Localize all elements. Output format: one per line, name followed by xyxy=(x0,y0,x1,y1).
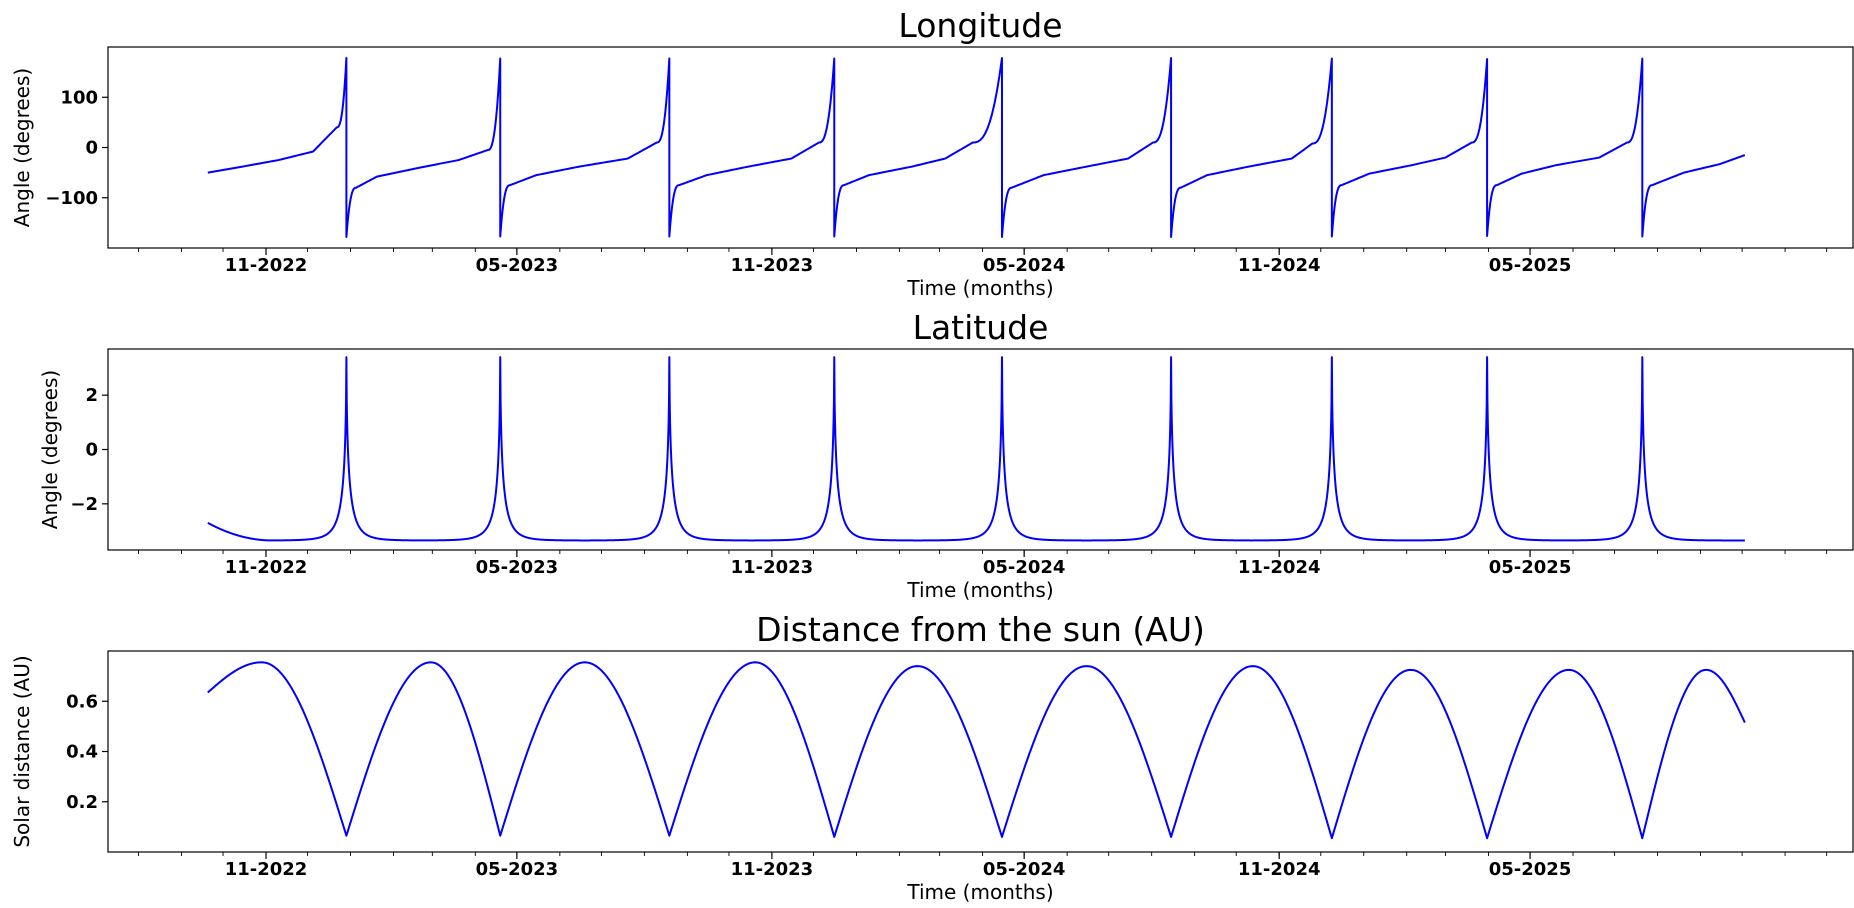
solar-distance-xtick-label: 11-2022 xyxy=(225,859,308,880)
longitude-xtick-label: 05-2023 xyxy=(476,255,559,276)
latitude-x-axis-label: Time (months) xyxy=(906,578,1053,602)
longitude-xtick-label: 11-2023 xyxy=(731,255,814,276)
solar-distance-xtick-label: 11-2023 xyxy=(731,859,814,880)
latitude-xtick-label: 11-2022 xyxy=(225,557,308,578)
longitude-axes-frame xyxy=(107,46,1854,249)
solar-distance-xtick-label: 05-2024 xyxy=(983,859,1066,880)
solar-distance-x-axis-label: Time (months) xyxy=(906,880,1053,904)
longitude-chart-title: Longitude xyxy=(898,6,1062,45)
longitude-x-axis-label: Time (months) xyxy=(906,276,1053,300)
longitude-y-axis-label: Angle (degrees) xyxy=(10,68,34,227)
longitude-xtick-label: 11-2022 xyxy=(225,255,308,276)
latitude-ytick-label: 2 xyxy=(85,385,98,406)
latitude-y-axis-label: Angle (degrees) xyxy=(38,370,62,529)
latitude-panel: Latitude −2 0 2 11-2022 05-2023 11-2023 05-2024… xyxy=(38,308,1854,602)
longitude-xtick-label: 05-2024 xyxy=(983,255,1066,276)
solar-distance-y-axis-label: Solar distance (AU) xyxy=(10,655,34,847)
longitude-xtick-label: 11-2024 xyxy=(1238,255,1321,276)
solar-distance-xtick-label: 05-2023 xyxy=(476,859,559,880)
solar-distance-xtick-label: 11-2024 xyxy=(1238,859,1321,880)
longitude-ytick-label: 0 xyxy=(85,138,98,159)
latitude-axes-frame xyxy=(107,348,1854,551)
latitude-xtick-label: 05-2024 xyxy=(983,557,1066,578)
latitude-xtick-label: 05-2023 xyxy=(476,557,559,578)
latitude-ytick-label: 0 xyxy=(85,440,98,461)
solar-distance-series-line xyxy=(207,661,1746,840)
longitude-panel: Longitude −100 0 100 11-2022 05-2023 11-2023 05… xyxy=(10,6,1854,300)
solar-distance-chart-title: Distance from the sun (AU) xyxy=(756,610,1205,649)
longitude-ytick-label: −100 xyxy=(45,188,98,209)
longitude-ytick-label: 100 xyxy=(60,87,98,108)
solar-distance-axes-frame xyxy=(107,650,1854,853)
solar-distance-ytick-label: 0.4 xyxy=(66,742,98,763)
solar-distance-ytick-label: 0.6 xyxy=(66,691,98,712)
latitude-series-line xyxy=(207,356,1746,542)
latitude-chart-title: Latitude xyxy=(913,308,1049,347)
solar-distance-ytick-label: 0.2 xyxy=(66,792,98,813)
longitude-series-line xyxy=(207,57,1746,238)
latitude-ytick-label: −2 xyxy=(70,494,98,515)
latitude-xtick-label: 11-2023 xyxy=(731,557,814,578)
solar-distance-panel: Distance from the sun (AU) 0.2 0.4 0.6 11-20… xyxy=(10,610,1854,904)
longitude-xtick-label: 05-2025 xyxy=(1489,255,1572,276)
solar-distance-xtick-label: 05-2025 xyxy=(1489,859,1572,880)
latitude-xtick-label: 11-2024 xyxy=(1238,557,1321,578)
latitude-xtick-label: 05-2025 xyxy=(1489,557,1572,578)
